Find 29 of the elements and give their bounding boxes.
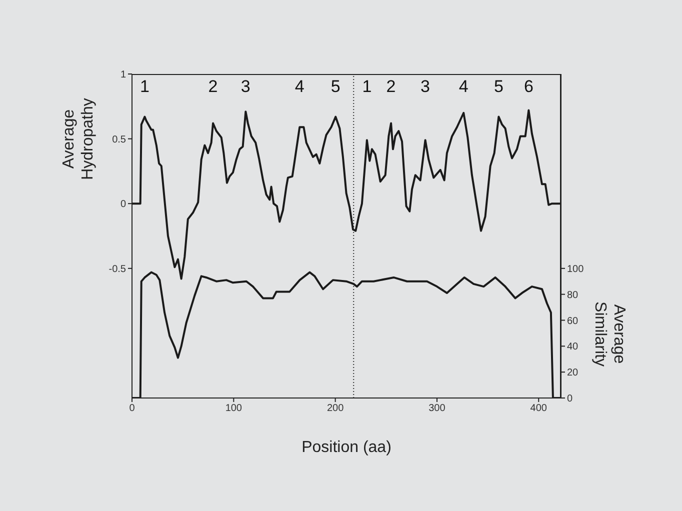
y2-tick-label: 80 [567, 290, 579, 301]
y2-tick-label: 60 [567, 316, 579, 327]
y2-tick-label: 20 [567, 368, 579, 379]
y-tick-label: -0.5 [108, 264, 126, 275]
annotation: 5 [494, 77, 504, 96]
y2-tick-label: 0 [567, 394, 573, 405]
annotation: 3 [240, 77, 250, 96]
annotation: 3 [420, 77, 430, 96]
annotation: 5 [330, 77, 340, 96]
annotation: 2 [208, 77, 218, 96]
annotation: 1 [140, 77, 150, 96]
x-tick-label: 0 [129, 403, 136, 414]
y-tick-label: 0.5 [112, 134, 126, 146]
annotation: 4 [294, 77, 304, 96]
annotation: 4 [458, 77, 468, 96]
y2-axis-title: Average Similarity [592, 302, 628, 366]
x-axis-title: Position (aa) [302, 439, 392, 456]
y-tick-label: 1 [120, 70, 126, 81]
x-tick-label: 300 [428, 403, 446, 414]
x-tick-label: 200 [326, 403, 344, 414]
x-tick-label: 400 [530, 403, 548, 414]
annotation: 2 [386, 77, 396, 96]
x-tick-label: 100 [225, 403, 242, 414]
y2-tick-label: 100 [567, 264, 584, 275]
annotation: 1 [362, 77, 372, 96]
y-tick-label: 0 [120, 199, 126, 210]
y-axis-title: Average Hydropathy [60, 98, 96, 180]
annotation: 6 [524, 77, 534, 96]
y2-tick-label: 40 [567, 342, 579, 353]
